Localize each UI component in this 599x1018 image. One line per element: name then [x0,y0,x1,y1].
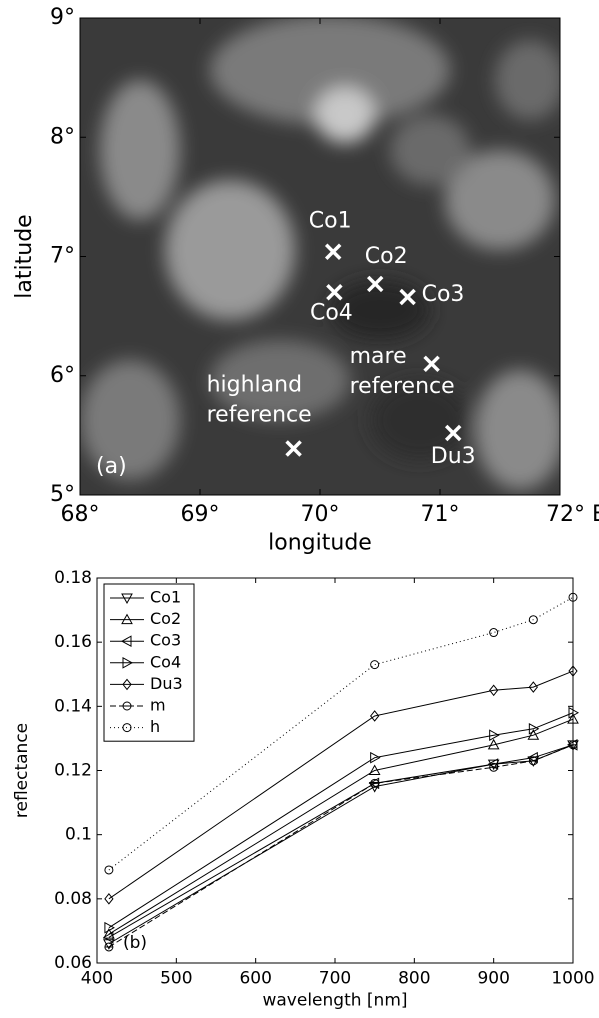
site-label: mare [350,344,407,369]
x-tick-label: 500 [160,968,192,988]
site-marker [326,284,343,301]
legend-label: Du3 [150,674,183,693]
x-axis-label: longitude [268,530,372,555]
legend-marker [120,635,132,648]
y-tick-label: 0.16 [54,632,92,652]
x-tick-label: 700 [319,968,351,988]
site-label: highland [207,372,302,397]
legend-marker [121,593,133,605]
y-tick-label: 0.06 [54,953,92,973]
y-tick-label: 0.1 [65,825,92,845]
y-tick-label: 8° [50,124,75,149]
site-marker [444,424,462,442]
marker [568,592,578,602]
marker [567,713,579,724]
site-marker [423,355,440,373]
marker [370,660,380,670]
marker [487,738,500,750]
y-tick-label: 0.12 [54,761,92,781]
lunar-image [80,18,560,495]
marker [527,751,538,764]
marker [528,681,538,693]
legend-label: h [150,717,160,736]
y-axis-label: reflectance [12,723,32,818]
site-marker [285,440,302,457]
x-tick-label: 1000 [551,968,594,988]
site-label: Co3 [422,282,465,307]
marker [568,665,578,677]
panel-label: (b) [123,933,147,953]
x-tick-label: 600 [239,968,271,988]
marker [104,921,115,934]
legend-label: Co4 [150,652,181,671]
cross [326,284,343,301]
marker [528,615,538,625]
site-label: Co2 [365,244,408,269]
legend-marker [121,613,133,625]
legend-marker [122,723,132,733]
legend-label: Co2 [150,609,181,628]
x-tick-label: 72° E [546,502,599,527]
series-line [108,744,574,945]
cross [399,288,416,306]
cross [285,440,302,457]
marker [104,893,114,905]
y-tick-label: 0.14 [54,696,92,716]
site-label: reference [207,402,312,427]
x-tick-label: 900 [477,968,509,988]
site-label: reference [350,374,455,399]
cross [444,424,462,442]
marker [528,722,540,735]
series-line [108,670,574,900]
x-tick-label: 400 [81,968,113,988]
marker [489,729,500,742]
marker [370,751,381,764]
marker [368,764,381,775]
site-marker [366,275,384,293]
x-tick-label: 68° [61,502,100,527]
marker [487,758,499,770]
cross [324,243,342,260]
series-line [108,744,574,948]
marker [102,931,114,944]
site-label: Co1 [309,209,352,234]
cross [423,355,440,373]
site-label: Co4 [310,300,353,325]
y-tick-label: 0.08 [54,889,92,909]
y-axis-label: latitude [12,214,37,298]
panel-label: (a) [96,454,127,479]
series-line [108,712,574,929]
marker [568,706,580,719]
x-tick-label: 71° [421,502,460,527]
marker [370,710,380,722]
y-tick-label: 7° [50,244,75,269]
x-axis-label: wavelength [nm] [262,990,407,1010]
x-tick-label: 70° [301,502,340,527]
y-tick-label: 6° [50,363,75,388]
marker [489,628,499,638]
cross [366,275,384,293]
marker [104,865,114,875]
legend-label: m [150,696,166,715]
site-label: Du3 [431,444,476,469]
series-line [108,718,574,935]
y-tick-label: 9° [50,5,75,30]
x-tick-label: 69° [181,502,220,527]
legend-marker [122,678,132,691]
legend-label: Co3 [150,631,181,650]
marker [527,729,540,740]
series-line [108,744,574,938]
x-tick-label: 800 [398,968,430,988]
marker [489,684,499,697]
legend-label: Co1 [150,588,181,607]
site-marker [399,288,416,306]
legend-marker [122,656,134,669]
y-tick-label: 5° [50,482,75,507]
site-marker [324,243,342,260]
y-tick-label: 0.18 [54,568,92,588]
